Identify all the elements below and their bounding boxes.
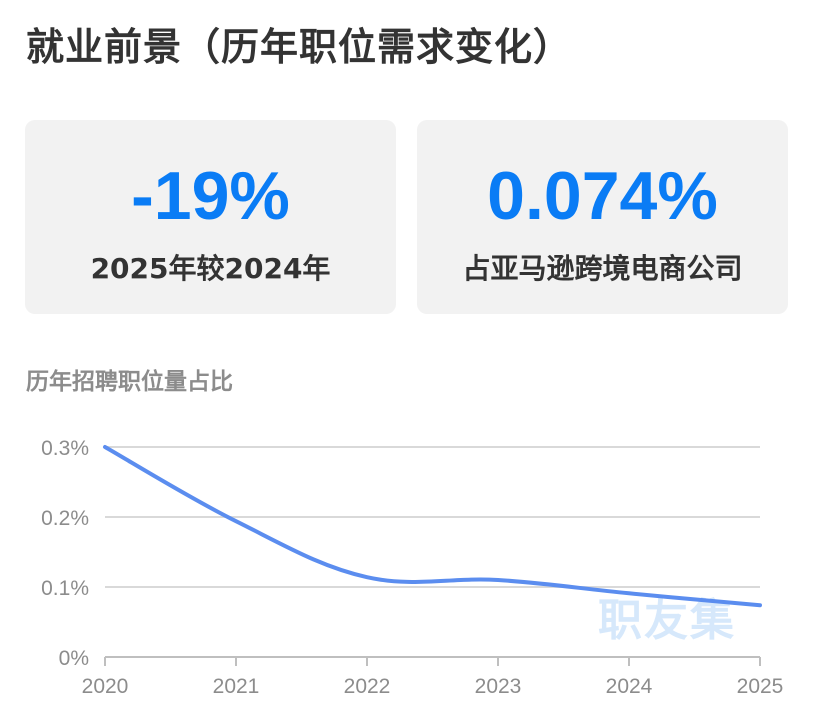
line-chart: 0% 0.1% 0.2% 0.3% 2020 2021 2022 2023 2024 2025: [41, 437, 784, 698]
y-tick-label: 0.2%: [41, 507, 89, 530]
stat-caption: 2025年较2024年: [90, 252, 331, 285]
x-axis-labels: 2020 2021 2022 2023 2024 2025: [82, 675, 784, 698]
x-axis: [104, 656, 761, 666]
x-tick-label: 2025: [737, 675, 784, 698]
y-tick-label: 0.1%: [41, 577, 89, 600]
x-tick-label: 2022: [344, 675, 391, 698]
y-axis-labels: 0% 0.1% 0.2% 0.3%: [41, 437, 89, 670]
x-tick-label: 2024: [606, 675, 653, 698]
chart-gridlines: [105, 446, 760, 588]
stat-value: -19%: [131, 158, 290, 234]
x-tick-label: 2021: [213, 675, 260, 698]
stat-value: 0.074%: [487, 158, 718, 234]
chart-title: 历年招聘职位量占比: [26, 369, 233, 395]
series-line: [103, 445, 762, 608]
x-tick-label: 2023: [475, 675, 522, 698]
watermark-logo: 职友集: [598, 595, 736, 646]
stat-card-share: 0.074% 占亚马逊跨境电商公司: [417, 120, 788, 314]
y-tick-label: 0.3%: [41, 437, 89, 460]
stat-caption: 占亚马逊跨境电商公司: [462, 252, 743, 285]
y-tick-label: 0%: [59, 647, 89, 670]
stat-card-yoy-change: -19% 2025年较2024年: [25, 120, 396, 314]
x-tick-label: 2020: [82, 675, 129, 698]
page-title: 就业前景（历年职位需求变化）: [26, 25, 573, 69]
